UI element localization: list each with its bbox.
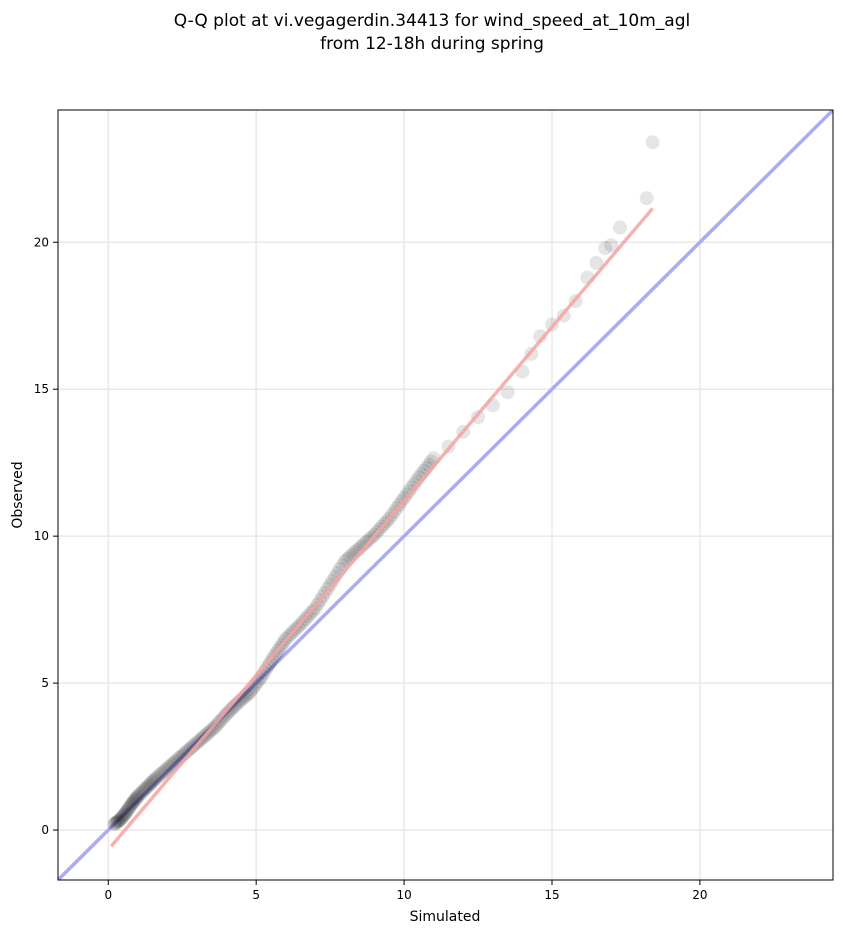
quantile-point — [533, 329, 548, 344]
quantile-point — [160, 761, 175, 776]
quantile-point — [152, 768, 167, 783]
x-axis-label: Simulated — [410, 909, 481, 925]
quantile-point — [138, 781, 153, 796]
quantile-point — [186, 739, 201, 754]
quantile-point — [221, 704, 236, 719]
quantile-point — [142, 777, 157, 792]
quantile-point — [120, 803, 135, 818]
regression-fit-line — [109, 207, 654, 848]
quantile-point — [135, 784, 150, 799]
quantile-point — [154, 766, 169, 781]
quantile-point — [127, 792, 142, 807]
quantile-point — [119, 805, 134, 820]
quantile-point — [164, 757, 179, 772]
quantile-point — [133, 786, 148, 801]
quantile-point — [129, 790, 144, 805]
quantile-point — [139, 780, 154, 795]
y-axis-ticks: 0 5 10 15 20 — [34, 235, 58, 837]
quantile-point — [399, 487, 414, 502]
quantile-point — [262, 656, 277, 671]
quantile-point — [150, 769, 165, 784]
y-tick-label: 5 — [41, 676, 49, 690]
quantile-point — [117, 807, 132, 822]
quantile-point — [355, 538, 370, 553]
quantile-point — [124, 796, 139, 811]
quantile-point — [604, 238, 619, 253]
quantile-point — [261, 659, 276, 674]
quantile-point — [357, 536, 372, 551]
quantile-point — [147, 773, 162, 788]
quantile-point — [217, 709, 232, 724]
x-tick-label: 15 — [544, 888, 559, 902]
quantile-point — [402, 484, 417, 499]
identity-reference-line — [58, 110, 833, 880]
quantile-point — [598, 241, 613, 256]
quantile-point — [184, 740, 199, 755]
plot-frame — [57, 109, 834, 881]
quantile-point — [158, 763, 173, 778]
quantile-point — [108, 816, 123, 831]
quantile-point — [109, 815, 124, 830]
quantile-point — [123, 798, 138, 813]
y-tick-label: 0 — [41, 823, 49, 837]
quantile-point — [613, 220, 628, 235]
x-tick-label: 20 — [692, 888, 707, 902]
quantile-point — [148, 771, 163, 786]
quantile-point — [223, 703, 238, 718]
quantile-point — [162, 759, 177, 774]
x-tick-label: 5 — [252, 888, 260, 902]
quantile-point — [112, 813, 127, 828]
quantile-point — [116, 809, 131, 824]
quantile-point — [360, 534, 375, 549]
quantile-point — [219, 706, 234, 721]
y-tick-label: 20 — [34, 235, 49, 249]
quantile-point — [111, 814, 126, 829]
x-tick-label: 0 — [104, 888, 112, 902]
quantile-point — [125, 795, 140, 810]
quantile-point — [225, 701, 240, 716]
quantile-point — [639, 191, 654, 206]
quantile-point — [118, 806, 133, 821]
quantile-point — [110, 814, 125, 829]
quantile-point — [107, 817, 122, 832]
quantile-point — [136, 783, 151, 798]
quantile-point — [156, 764, 171, 779]
y-axis-label: Observed — [10, 461, 26, 528]
quantile-point — [589, 255, 604, 270]
plot-area — [58, 110, 833, 880]
quantile-point — [126, 794, 141, 809]
quantile-point — [132, 787, 147, 802]
quantile-point — [404, 480, 419, 495]
quantile-point — [645, 135, 660, 150]
x-tick-label: 10 — [396, 888, 411, 902]
quantile-point — [128, 791, 143, 806]
quantile-point — [500, 385, 515, 400]
quantile-point — [323, 577, 338, 592]
quantile-point — [130, 789, 145, 804]
quantile-point — [114, 811, 129, 826]
grid-lines — [58, 110, 833, 880]
quantile-point — [121, 802, 136, 817]
quantile-point — [215, 711, 230, 726]
quantile-point — [121, 800, 136, 815]
x-axis-ticks: 0 5 10 15 20 — [104, 880, 708, 902]
quantile-point — [144, 776, 159, 791]
chart-title-line-2: from 12-18h during spring — [320, 34, 544, 54]
quantile-point — [325, 573, 340, 588]
y-tick-label: 10 — [34, 529, 49, 543]
quantile-point — [141, 778, 156, 793]
quantile-points — [107, 135, 660, 832]
quantile-point — [145, 774, 160, 789]
quantile-point — [115, 810, 130, 825]
quantile-point — [122, 799, 137, 814]
y-tick-label: 15 — [34, 382, 49, 396]
quantile-point — [113, 812, 128, 827]
chart-title-line-1: Q-Q plot at vi.vegagerdin.34413 for wind… — [174, 11, 690, 31]
